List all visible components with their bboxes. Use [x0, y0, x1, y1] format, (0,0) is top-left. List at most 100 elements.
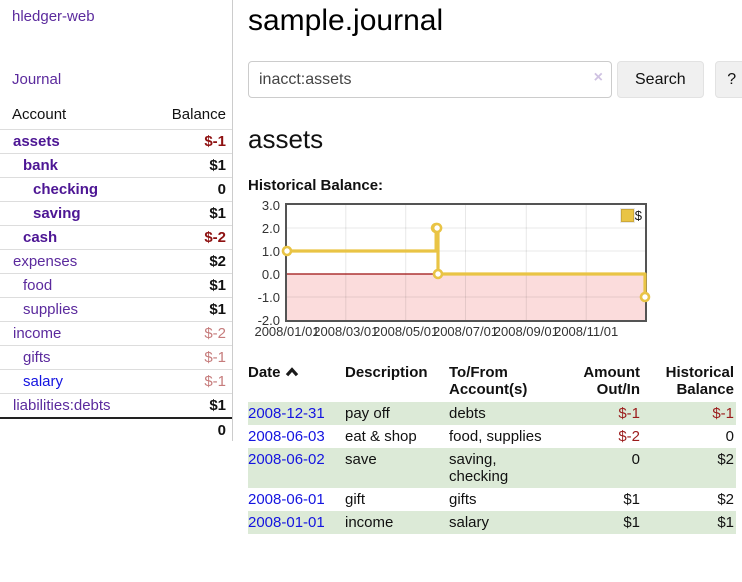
transaction-balance: $2: [717, 491, 734, 508]
account-link-cash[interactable]: cash: [23, 229, 58, 246]
transaction-amount: $-2: [618, 428, 640, 445]
y-tick-label: 1.0: [261, 244, 280, 259]
y-tick-label: 3.0: [261, 198, 280, 213]
historical-balance-chart: 3.0 2.0 1.0 0.0 -1.0 -2.0 $ 2008/01/01 2008/03…: [248, 198, 651, 341]
transaction-accounts: debts: [449, 402, 562, 425]
account-balance: $1: [140, 273, 232, 298]
transaction-amount: $1: [623, 491, 640, 508]
account-balance: $-1: [140, 369, 232, 394]
transaction-description: income: [345, 511, 449, 534]
transaction-date-link[interactable]: 2008-06-03: [248, 428, 325, 445]
account-link-salary[interactable]: salary: [23, 373, 64, 390]
register-table: Date Description To/From Account(s) Amou…: [248, 362, 736, 534]
transaction-accounts: food, supplies: [449, 428, 542, 445]
accounts-rows: assets $-1 bank $1 checking 0 saving $1 cash $-2 e…: [0, 129, 232, 418]
transaction-accounts: saving, checking: [449, 448, 562, 488]
accounts-table: Account Balance assets $-1 bank $1 checking 0…: [0, 104, 232, 442]
x-tick-label: 2008/07/01: [432, 324, 499, 339]
account-balance: $1: [140, 393, 232, 418]
sort-ascending-icon: [285, 365, 299, 382]
account-link-expenses[interactable]: expenses: [13, 253, 78, 270]
transaction-date-link[interactable]: 2008-06-01: [248, 491, 325, 508]
search-button[interactable]: Search: [617, 61, 704, 98]
transaction-description: gift: [345, 491, 366, 508]
transaction-date-link[interactable]: 2008-01-01: [248, 514, 325, 531]
app-title: hledger-web: [0, 8, 232, 25]
transaction-accounts: gifts: [449, 491, 477, 508]
x-tick-label: 2008/03/01: [313, 324, 379, 339]
account-row: supplies $1: [0, 297, 232, 322]
register-rows: 2008-12-31 pay off debts $-1 $-1 2008-06-03 ea…: [248, 402, 736, 534]
x-tick-label: 2008/05/01: [373, 324, 439, 339]
register-row: 2008-06-01 gift gifts $1 $2: [248, 488, 736, 511]
transaction-accounts: salary: [449, 511, 562, 534]
account-balance: $-1: [140, 345, 232, 370]
account-link-assets[interactable]: assets: [13, 133, 60, 150]
account-row: cash $-2: [0, 225, 232, 250]
x-tick-label: 2008/11/01: [554, 324, 619, 339]
transaction-date-link[interactable]: 2008-12-31: [248, 405, 325, 422]
account-balance: $1: [140, 297, 232, 322]
register-col-balance: Historical Balance: [665, 364, 734, 398]
y-tick-label: 0.0: [261, 267, 280, 282]
account-link-income[interactable]: income: [13, 325, 62, 342]
register-row: 2008-06-03 eat & shop food, supplies $-2 0: [248, 425, 736, 448]
account-balance: $-2: [140, 225, 232, 250]
register-col-accounts: To/From Account(s): [449, 364, 528, 398]
register-col-date[interactable]: Date: [248, 362, 345, 402]
legend-label: $: [634, 208, 642, 223]
chart-plot-area[interactable]: $: [281, 203, 651, 322]
register-col-amount: Amount Out/In: [583, 364, 640, 398]
sidebar-nav: Journal: [0, 71, 232, 88]
chart-x-axis: 2008/01/01 2008/03/01 2008/05/01 2008/07/01…: [248, 324, 648, 341]
y-tick-label: -2.0: [257, 313, 280, 328]
chart-legend: $: [619, 208, 642, 223]
account-link-supplies[interactable]: supplies: [23, 301, 79, 318]
chart-title: Historical Balance:: [248, 177, 384, 194]
sidebar-item-journal[interactable]: Journal: [12, 71, 62, 88]
search-row: × Search ?: [248, 61, 742, 98]
account-row: bank $1: [0, 153, 232, 178]
account-row: saving $1: [0, 201, 232, 226]
transaction-description: save: [345, 448, 449, 488]
account-link-gifts[interactable]: gifts: [23, 349, 51, 366]
account-row: liabilities:debts $1: [0, 393, 232, 418]
legend-swatch: [619, 208, 635, 223]
account-link-liabilities-debts[interactable]: liabilities:debts: [13, 397, 111, 414]
register-row: 2008-12-31 pay off debts $-1 $-1: [248, 402, 736, 425]
transaction-balance: $2: [642, 448, 736, 488]
y-tick-label: 2.0: [261, 221, 280, 236]
account-link-checking[interactable]: checking: [33, 181, 99, 198]
account-balance: $-1: [140, 129, 232, 154]
account-row: food $1: [0, 273, 232, 298]
transaction-balance: $1: [642, 511, 736, 534]
account-link-food[interactable]: food: [23, 277, 53, 294]
transaction-amount: $1: [562, 511, 642, 534]
accounts-col-account: Account: [12, 106, 67, 123]
account-balance: $-2: [140, 321, 232, 346]
transaction-description: eat & shop: [345, 428, 417, 445]
x-tick-label: 2008/01/01: [254, 324, 320, 339]
register-row: 2008-01-01 income salary $1 $1: [248, 511, 736, 534]
account-heading: assets: [248, 124, 324, 154]
account-row: assets $-1: [0, 129, 232, 154]
transaction-balance: 0: [725, 428, 734, 445]
transaction-date-link[interactable]: 2008-06-02: [248, 451, 325, 468]
account-balance: $2: [140, 249, 232, 274]
register-col-description: Description: [345, 364, 428, 381]
help-button[interactable]: ?: [714, 61, 742, 98]
app-title-link[interactable]: hledger-web: [12, 8, 95, 25]
search-input[interactable]: [248, 61, 612, 98]
search-wrap: ×: [248, 61, 612, 98]
transaction-amount: $-1: [562, 402, 642, 425]
main-content: sample.journal × Search ? assets Histori…: [233, 0, 742, 582]
account-row: expenses $2: [0, 249, 232, 274]
clear-search-icon[interactable]: ×: [593, 69, 603, 86]
account-link-bank[interactable]: bank: [23, 157, 59, 174]
y-tick-label: -1.0: [257, 290, 280, 305]
accounts-total-row: 0: [0, 417, 232, 442]
account-row: income $-2: [0, 321, 232, 346]
account-link-saving[interactable]: saving: [33, 205, 81, 222]
x-tick-label: 2008/09/01: [493, 324, 559, 339]
